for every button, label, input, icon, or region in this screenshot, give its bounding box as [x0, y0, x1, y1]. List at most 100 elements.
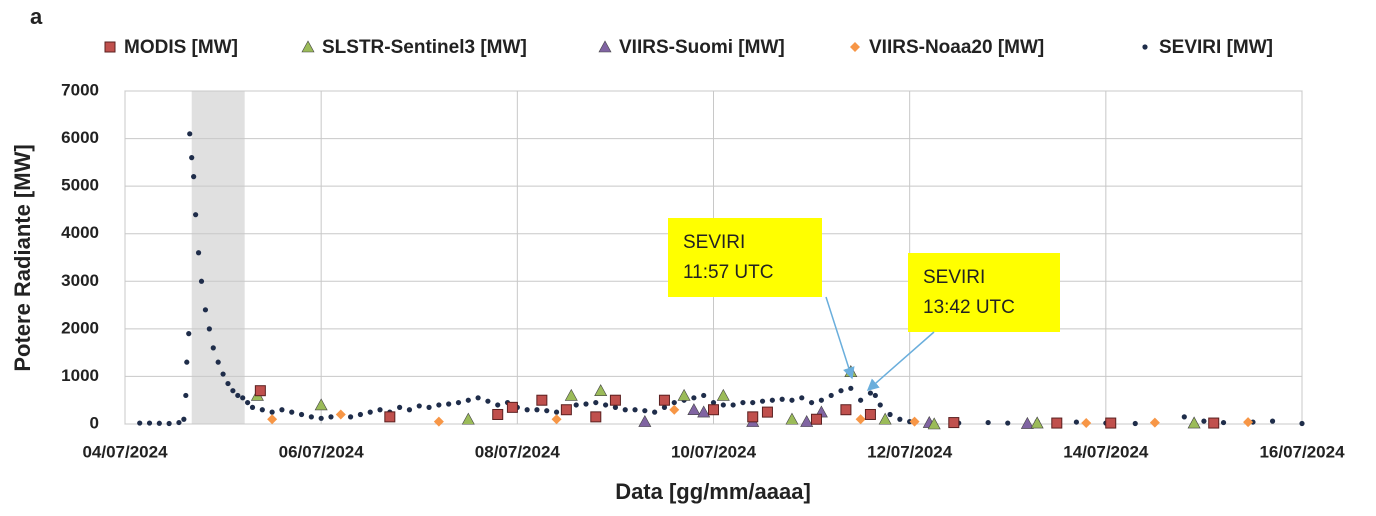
marker-square: [864, 408, 876, 420]
marker-square: [104, 41, 116, 53]
marker-triangle: [638, 414, 652, 427]
marker-circle: [465, 397, 471, 403]
marker-triangle: [1187, 416, 1201, 429]
marker-square: [948, 417, 960, 429]
marker-square: [536, 394, 548, 406]
marker-square: [761, 406, 773, 418]
panel-label: a: [30, 4, 43, 29]
marker-diamond: [1243, 417, 1254, 428]
marker-circle: [1299, 420, 1305, 427]
legend-item: VIIRS-Suomi [MW]: [598, 37, 785, 58]
marker-circle: [887, 411, 893, 418]
marker-circle: [485, 398, 491, 404]
marker-circle: [897, 416, 903, 422]
marker-circle: [269, 409, 275, 415]
marker-diamond: [1149, 417, 1160, 428]
marker-circle: [1220, 419, 1227, 426]
marker-circle: [985, 419, 991, 426]
legend-item: SLSTR-Sentinel3 [MW]: [301, 37, 527, 58]
x-tick-label: 08/07/2024: [475, 442, 561, 461]
y-tick-label: 6000: [61, 128, 99, 147]
marker-diamond: [669, 404, 680, 415]
marker-circle: [1005, 420, 1011, 426]
marker-diamond: [551, 414, 562, 425]
marker-circle: [750, 399, 756, 406]
marker-triangle: [564, 388, 578, 401]
marker-circle: [544, 408, 550, 414]
marker-square: [609, 394, 621, 406]
marker-circle: [202, 307, 209, 313]
marker-circle: [156, 420, 162, 426]
marker-triangle: [800, 414, 814, 427]
marker-triangle: [927, 417, 941, 430]
marker-triangle: [598, 40, 612, 53]
marker-circle: [406, 407, 413, 413]
marker-circle: [181, 416, 187, 422]
marker-triangle: [677, 388, 691, 401]
marker-circle: [524, 407, 530, 413]
marker-circle: [632, 407, 638, 413]
marker-square: [560, 404, 572, 416]
marker-circle: [661, 404, 668, 410]
marker-circle: [416, 403, 422, 409]
marker-square: [1105, 417, 1117, 429]
marker-diamond: [850, 42, 860, 52]
marker-triangle: [461, 412, 475, 425]
marker-circle: [593, 399, 599, 406]
marker-circle: [1181, 414, 1187, 420]
annotation-text: 11:57 UTC: [683, 262, 773, 283]
marker-circle: [210, 345, 216, 351]
marker-square: [747, 411, 759, 423]
marker-circle: [1073, 419, 1080, 425]
marker-circle: [759, 398, 766, 404]
marker-triangle: [301, 40, 315, 53]
marker-triangle: [1020, 416, 1034, 429]
marker-circle: [838, 388, 844, 394]
marker-circle: [573, 402, 579, 408]
legend-item: SEVIRI [MW]: [1142, 37, 1273, 58]
marker-circle: [730, 402, 736, 408]
marker-circle: [347, 414, 354, 420]
marker-circle: [710, 399, 717, 406]
x-tick-label: 10/07/2024: [671, 442, 757, 461]
marker-circle: [848, 385, 854, 391]
marker-circle: [357, 411, 363, 418]
annotation-text: 13:42 UTC: [923, 297, 1015, 318]
y-tick-label: 7000: [61, 80, 99, 99]
marker-circle: [799, 395, 805, 401]
marker-circle: [446, 401, 452, 407]
marker-diamond: [1081, 418, 1092, 429]
legend-label: VIIRS-Suomi [MW]: [619, 37, 785, 58]
marker-circle: [220, 371, 226, 377]
marker-square: [506, 401, 518, 413]
x-tick-label: 12/07/2024: [867, 442, 953, 461]
marker-square: [384, 411, 396, 423]
marker-circle: [426, 404, 432, 410]
marker-circle: [642, 408, 648, 414]
marker-circle: [225, 380, 231, 387]
marker-square: [254, 385, 266, 397]
marker-circle: [166, 420, 172, 427]
y-axis-label: Potere Radiante [MW]: [10, 144, 35, 371]
marker-circle: [206, 326, 212, 332]
marker-circle: [230, 388, 236, 394]
marker-circle: [603, 402, 609, 408]
marker-square: [1208, 417, 1220, 429]
marker-circle: [769, 397, 775, 403]
marker-circle: [553, 409, 560, 415]
marker-circle: [1132, 420, 1138, 427]
marker-diamond: [433, 416, 444, 427]
marker-circle: [187, 131, 193, 137]
marker-circle: [652, 409, 658, 415]
marker-square: [492, 408, 504, 420]
y-tick-label: 0: [90, 413, 99, 432]
annotation-text: SEVIRI: [923, 267, 985, 288]
marker-circle: [1269, 418, 1276, 424]
marker-diamond: [335, 409, 346, 420]
marker-circle: [612, 404, 619, 410]
marker-square: [708, 404, 719, 416]
x-tick-label: 04/07/2024: [82, 442, 168, 461]
marker-circle: [367, 409, 373, 415]
marker-circle: [146, 420, 153, 426]
